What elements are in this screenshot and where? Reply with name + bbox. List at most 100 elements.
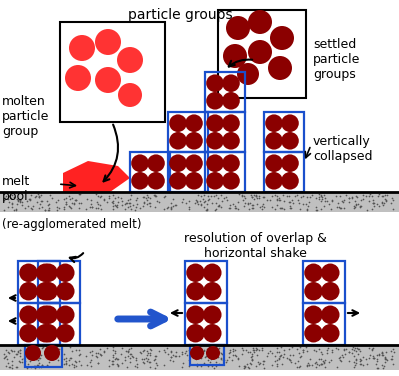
Point	[353, 357, 359, 363]
Point	[164, 351, 171, 357]
Point	[9, 200, 15, 206]
Point	[380, 365, 387, 371]
Point	[60, 350, 67, 356]
Circle shape	[147, 172, 165, 190]
Point	[4, 356, 10, 362]
Point	[305, 360, 311, 366]
Point	[98, 352, 105, 358]
Point	[306, 362, 312, 368]
Point	[235, 356, 241, 362]
Point	[145, 356, 152, 362]
Point	[351, 347, 358, 353]
Point	[93, 191, 99, 197]
Circle shape	[222, 74, 240, 92]
Circle shape	[203, 324, 221, 343]
Point	[45, 355, 51, 361]
Point	[216, 203, 222, 209]
Point	[151, 191, 158, 197]
Point	[198, 363, 204, 369]
Point	[34, 199, 40, 205]
Point	[45, 347, 51, 353]
Point	[277, 205, 283, 211]
Point	[357, 204, 363, 210]
Point	[245, 200, 251, 206]
Point	[45, 353, 51, 359]
Point	[221, 196, 227, 202]
Point	[249, 194, 255, 200]
Point	[137, 205, 143, 211]
Bar	[18, 303, 60, 345]
Point	[335, 200, 342, 206]
Point	[334, 204, 341, 210]
Circle shape	[222, 114, 240, 132]
Point	[197, 352, 203, 358]
Point	[144, 193, 150, 199]
Point	[132, 363, 138, 369]
Point	[101, 197, 107, 203]
Point	[26, 197, 33, 203]
Point	[204, 207, 211, 213]
Point	[346, 358, 352, 364]
Point	[198, 348, 205, 354]
Point	[289, 197, 296, 203]
Point	[352, 204, 358, 210]
Point	[214, 195, 221, 201]
Point	[201, 192, 207, 198]
Point	[77, 351, 84, 357]
Point	[255, 196, 262, 202]
Point	[230, 348, 237, 354]
Point	[6, 364, 12, 370]
Circle shape	[39, 264, 58, 282]
Point	[17, 199, 24, 205]
Point	[337, 356, 344, 362]
Point	[60, 361, 67, 367]
Point	[22, 358, 28, 364]
Point	[318, 199, 324, 205]
Point	[223, 194, 230, 200]
Circle shape	[270, 26, 294, 50]
Point	[133, 201, 140, 207]
Point	[71, 364, 77, 370]
Circle shape	[19, 324, 38, 343]
Point	[34, 357, 41, 363]
Point	[46, 345, 52, 351]
Circle shape	[304, 324, 323, 343]
Point	[269, 204, 275, 210]
Point	[194, 363, 200, 369]
Point	[162, 349, 168, 355]
Point	[118, 195, 124, 201]
Point	[29, 352, 36, 358]
Point	[122, 206, 128, 212]
Point	[140, 200, 147, 206]
Bar	[185, 303, 227, 345]
Point	[42, 206, 49, 212]
Point	[104, 346, 110, 352]
Point	[352, 198, 359, 204]
Point	[356, 361, 363, 367]
Point	[192, 355, 199, 361]
Point	[146, 200, 152, 206]
Point	[379, 200, 385, 206]
Point	[24, 198, 30, 204]
Point	[287, 199, 293, 205]
Point	[233, 205, 239, 211]
Point	[384, 192, 391, 198]
Point	[335, 346, 342, 352]
Point	[277, 353, 283, 359]
Bar	[185, 261, 227, 303]
Point	[66, 203, 72, 209]
Point	[61, 356, 67, 362]
Point	[383, 356, 389, 362]
Point	[15, 349, 21, 355]
Point	[201, 199, 207, 205]
Point	[194, 199, 200, 205]
Point	[39, 362, 45, 368]
Point	[186, 363, 192, 369]
Point	[279, 361, 285, 367]
Point	[318, 206, 324, 212]
Point	[225, 350, 232, 356]
Point	[212, 359, 219, 365]
Point	[67, 196, 73, 202]
Point	[201, 347, 207, 353]
Point	[141, 360, 147, 366]
